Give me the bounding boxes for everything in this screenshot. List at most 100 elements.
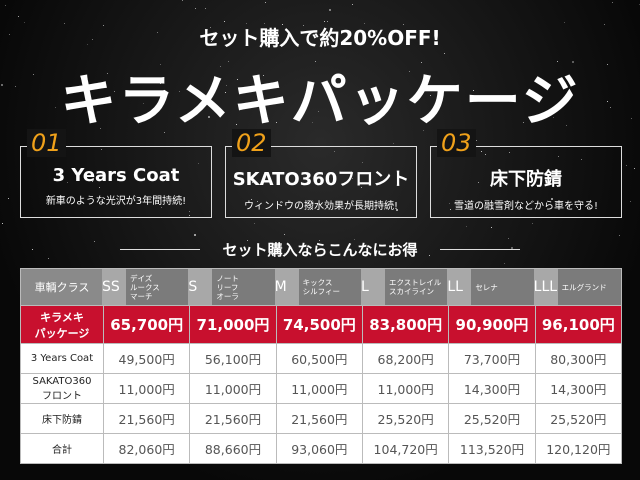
- star: [475, 139, 477, 141]
- price-cell: 73,700円: [448, 343, 536, 374]
- car-name: オーラ: [216, 291, 239, 301]
- price-cell: 56,100円: [189, 343, 277, 374]
- star: [33, 74, 35, 76]
- row-label: キラメキ パッケージ: [20, 305, 104, 344]
- price-cell: 104,720円: [361, 433, 450, 464]
- price-cell: 74,500円: [275, 305, 363, 344]
- star: [220, 65, 222, 67]
- star: [284, 233, 286, 235]
- price-cell: 93,060円: [275, 433, 363, 464]
- feature-description: 雪道の融雪剤などから車を守る!: [453, 201, 598, 212]
- star: [151, 196, 153, 198]
- star: [17, 16, 19, 18]
- price-cell: 21,560円: [189, 403, 277, 434]
- star: [262, 75, 264, 77]
- star: [396, 209, 399, 212]
- star: [250, 198, 252, 200]
- star: [263, 22, 265, 24]
- car-name: エクストレイル: [388, 278, 442, 287]
- star: [531, 223, 533, 225]
- star: [362, 32, 364, 34]
- price-cell: 25,520円: [361, 403, 450, 434]
- star: [303, 24, 305, 26]
- star: [4, 4, 6, 6]
- header-row: 車輌クラス SS デイズ ルークス マーチ S ノート リーフ オーラ M キックス シルフィー L エク…: [20, 268, 623, 306]
- title: キラメキパッケージ: [60, 69, 580, 134]
- star: [284, 253, 286, 255]
- class-code: S: [188, 269, 213, 305]
- label-line: パッケージ: [34, 326, 90, 340]
- star: [189, 211, 191, 213]
- divider: [120, 249, 200, 250]
- star: [224, 21, 226, 23]
- price-cell: 120,120円: [534, 433, 623, 464]
- star: [253, 222, 255, 224]
- star: [571, 60, 574, 63]
- price-cell: 25,520円: [448, 403, 536, 434]
- subtitle: セット購入で約20%OFF!: [199, 26, 441, 50]
- price-cell: 80,300円: [534, 343, 623, 374]
- star: [98, 187, 100, 189]
- price-cell: 14,300円: [448, 373, 536, 404]
- star: [443, 53, 445, 55]
- star: [8, 197, 10, 199]
- star: [101, 148, 103, 150]
- star: [211, 40, 213, 42]
- feature-title: SKATO360フロント: [232, 169, 410, 190]
- table-row: 床下防錆 21,560円 21,560円 21,560円 25,520円 25,520円 2…: [20, 403, 623, 434]
- star: [92, 38, 94, 40]
- price-cell: 60,500円: [275, 343, 363, 374]
- car-names: デイズ ルークス マーチ: [126, 274, 184, 301]
- star: [448, 202, 450, 204]
- price-cell: 25,520円: [534, 403, 623, 434]
- star: [198, 163, 200, 165]
- star: [63, 23, 65, 25]
- feature-title: 3 Years Coat: [52, 165, 180, 186]
- class-code: M: [274, 269, 299, 305]
- label-line: キラメキ: [40, 310, 84, 324]
- price-cell: 68,200円: [361, 343, 450, 374]
- star: [466, 225, 468, 227]
- star: [103, 25, 105, 27]
- star: [251, 181, 253, 183]
- price-cell: 21,560円: [102, 403, 191, 434]
- label-line: 合計: [52, 445, 72, 456]
- car-names: エルグランド: [558, 283, 616, 292]
- star: [552, 116, 554, 118]
- star: [420, 61, 422, 63]
- car-name: マーチ: [130, 291, 153, 301]
- star: [143, 119, 145, 121]
- star: [67, 182, 69, 184]
- star: [563, 21, 565, 23]
- star: [114, 91, 116, 93]
- star: [358, 30, 360, 32]
- price-cell: 113,520円: [448, 433, 536, 464]
- price-cell: 49,500円: [102, 343, 191, 374]
- star: [352, 178, 354, 180]
- price-cell: 14,300円: [534, 373, 623, 404]
- star: [337, 83, 339, 85]
- star: [618, 234, 620, 236]
- price-cell: 90,900円: [448, 305, 536, 344]
- label-line: フロント: [42, 390, 82, 402]
- star: [429, 254, 431, 256]
- feature-title: 床下防錆: [490, 169, 562, 190]
- car-name: リーフ: [216, 282, 239, 292]
- star: [507, 237, 509, 239]
- star: [565, 124, 567, 126]
- car-names: キックス シルフィー: [299, 278, 357, 296]
- star: [194, 233, 197, 236]
- star: [409, 71, 411, 72]
- star: [606, 101, 608, 103]
- star: [490, 227, 492, 229]
- car-names: エクストレイル スカイライン: [385, 278, 443, 296]
- star: [189, 214, 191, 216]
- feature-box: 02 SKATO360フロント ウィンドウの撥水効果が長期持続!: [225, 129, 417, 218]
- corner-cell: 車輌クラス: [20, 268, 104, 306]
- star: [522, 121, 524, 123]
- star: [363, 22, 365, 24]
- star: [314, 60, 316, 62]
- car-name: ノート: [216, 273, 239, 283]
- class-header: LL セレナ: [447, 268, 536, 306]
